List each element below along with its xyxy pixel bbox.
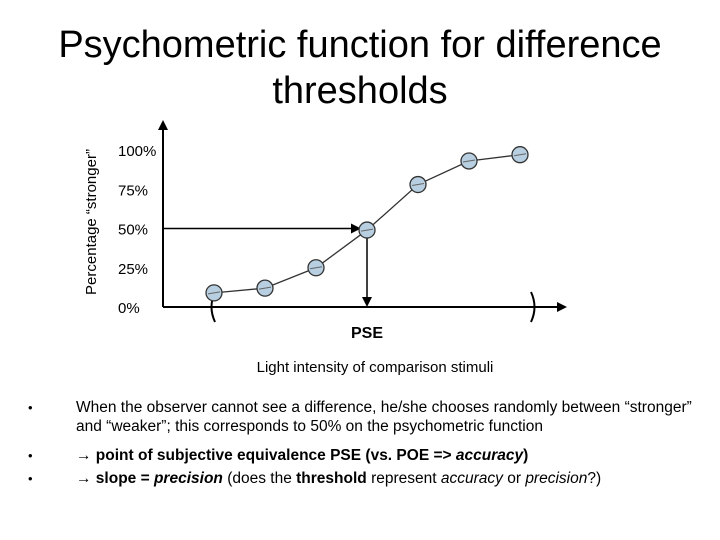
y-axis-label: Percentage “stronger” xyxy=(83,149,100,295)
point-tick xyxy=(411,183,425,187)
data-point xyxy=(256,279,274,297)
y-tick-label: 25% xyxy=(118,261,148,278)
point-tick xyxy=(207,291,221,295)
bullet-item-1: • When the observer cannot see a differe… xyxy=(0,398,720,436)
bullet-text: When the observer cannot see a differenc… xyxy=(76,399,692,435)
psychometric-chart: 100% 75% 50% 25% 0% PSE Light intensity of co… xyxy=(83,120,567,376)
bullet-list: • When the observer cannot see a differe… xyxy=(0,398,720,492)
axis-labels: PSE Light intensity of comparison stimuli… xyxy=(83,149,493,376)
data-points xyxy=(205,146,529,302)
data-point xyxy=(307,259,325,277)
bullet-text: (does the xyxy=(222,470,297,487)
data-point xyxy=(409,175,427,194)
data-point xyxy=(358,221,376,239)
x-axis-label: Light intensity of comparison stimuli xyxy=(257,359,494,376)
bullet-marker: • xyxy=(28,448,33,463)
pse-label: PSE xyxy=(351,325,383,342)
bullet-emphasis: accuracy xyxy=(455,447,524,464)
y-tick-label: 0% xyxy=(118,300,140,317)
bullet-text: point of subjective equivalence PSE (vs.… xyxy=(91,447,456,464)
y-tick-label: 50% xyxy=(118,222,148,239)
title-line-1: Psychometric function for difference xyxy=(58,24,662,66)
bullet-text: or xyxy=(502,470,526,487)
chart-axes xyxy=(158,120,567,323)
title-line-2: thresholds xyxy=(272,70,448,112)
bullet-emphasis: precision xyxy=(153,470,223,487)
pse-indicator xyxy=(163,223,372,307)
bullet-marker: • xyxy=(28,471,33,486)
point-tick xyxy=(360,228,374,232)
arrow-right-icon: → xyxy=(76,470,92,487)
arrow-right-icon: → xyxy=(76,447,92,464)
y-tick-labels: 100% 75% 50% 25% 0% xyxy=(118,143,156,317)
bullet-emphasis: precision xyxy=(525,470,588,487)
data-point xyxy=(205,284,223,302)
bullet-item-3: • → slope = precision (does the threshol… xyxy=(0,469,720,488)
point-tick xyxy=(258,286,272,290)
point-tick xyxy=(513,153,527,157)
y-tick-label: 75% xyxy=(118,182,148,199)
bullet-text: represent xyxy=(366,470,441,487)
y-tick-label: 100% xyxy=(118,143,156,160)
bullet-emphasis: accuracy xyxy=(440,470,503,487)
slide-title: Psychometric function for difference thr… xyxy=(0,22,720,114)
bullet-emphasis: threshold xyxy=(296,470,367,487)
bullet-text: ) xyxy=(523,447,529,464)
bullet-item-2: • → point of subjective equivalence PSE … xyxy=(0,446,720,465)
bullet-marker: • xyxy=(28,400,33,415)
bullet-text: ?) xyxy=(587,470,602,487)
point-tick xyxy=(462,159,476,163)
bullet-text: slope = xyxy=(91,470,154,487)
data-point xyxy=(460,152,478,170)
data-point xyxy=(511,146,529,164)
point-tick xyxy=(309,266,323,270)
range-bracket-right xyxy=(530,291,536,323)
